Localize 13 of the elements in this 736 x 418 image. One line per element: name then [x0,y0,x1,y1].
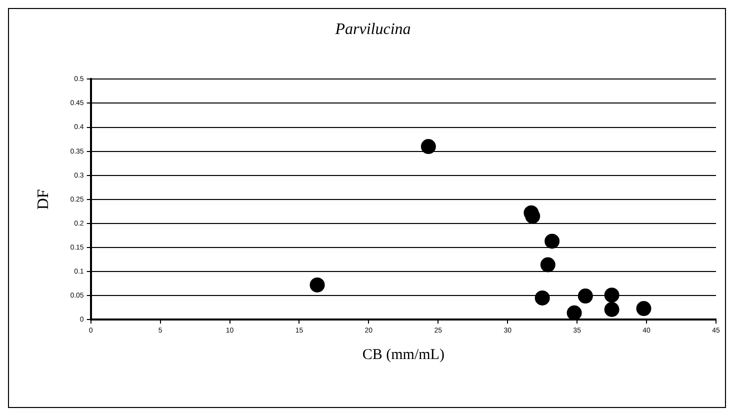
y-axis-title: DF [34,189,52,210]
point [604,302,620,318]
point [566,305,582,320]
point [420,139,436,154]
point [604,288,620,303]
point [310,277,325,292]
point [636,301,652,316]
point [540,257,556,272]
x-axis-title: CB (mm/mL) [362,346,444,363]
chart-title: Parvilucina [334,20,411,38]
point [534,290,550,306]
point [578,288,593,304]
point [544,234,560,249]
